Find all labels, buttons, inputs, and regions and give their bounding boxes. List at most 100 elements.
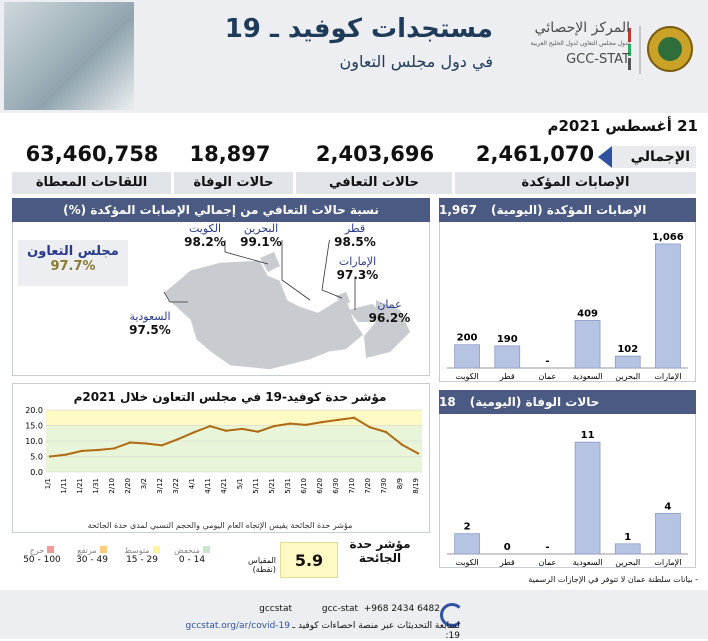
series-point: [96, 448, 100, 452]
severity-color-swatch: [152, 546, 160, 553]
report-date: 21 أغسطس 2021م: [547, 117, 698, 135]
severity-line-chart: 0.0 5.0 10.0 15.0 20.0 1/1 1/11 1/21 1/31 2/10 2/2…: [25, 406, 422, 494]
severity-level-1: مرتفع 30 - 49: [68, 546, 116, 565]
category-label: قطر: [499, 558, 515, 567]
totals-label: الإجمالي: [612, 146, 696, 168]
country-recovery-value: 99.1%: [240, 235, 282, 249]
x-tick-label: 6/10: [300, 478, 308, 494]
x-tick-label: 6/30: [332, 478, 340, 494]
severity-level-0: حرج 50 - 100: [18, 546, 66, 565]
category-label: السعودية: [573, 372, 603, 381]
gcc-recovery-box: مجلس التعاون 97.7%: [18, 240, 128, 286]
footer-phone: +968 2434 6482: [363, 604, 440, 614]
daily-confirmed-header: الإصابات المؤكدة (اليومية) 1,967: [439, 198, 696, 222]
footer-text: لمتابعة التحديثات عبر منصة احصاءات كوفيد…: [292, 621, 460, 641]
severity-series-line: [49, 416, 419, 458]
x-tick-label: 5/31: [284, 478, 292, 494]
bar: [655, 243, 681, 369]
qatar-region-shape: [336, 292, 350, 306]
total-arrow-icon: [598, 146, 612, 168]
series-point: [288, 422, 292, 425]
severity-level-name: مرتفع: [77, 546, 97, 555]
bar-value-label: -: [545, 542, 549, 553]
bar-value-label: -: [545, 356, 549, 367]
country-recovery-value: 98.2%: [184, 235, 226, 249]
series-point: [192, 431, 196, 434]
x-tick-label: 4/1: [188, 478, 196, 489]
kuwait-leader-line: [224, 240, 269, 265]
country-name: البحرين: [243, 222, 279, 235]
bar-value-label: 190: [497, 334, 518, 345]
severity-level-3: منخفض 0 - 14: [168, 546, 216, 565]
x-tick-label: 7/30: [380, 478, 388, 494]
bar-value-label: 409: [577, 308, 598, 319]
severity-chart-title: مؤشر حدة كوفيد-19 في مجلس التعاون خلال 2…: [73, 390, 387, 404]
total-deaths-label: حالات الوفاة: [174, 172, 293, 194]
country-oman: عمان 96.2%: [362, 298, 417, 325]
header-virus-image: [4, 2, 134, 110]
category-label: البحرين: [615, 372, 640, 381]
severity-level-range: 50 - 100: [23, 555, 61, 565]
bar-value-label: 200: [457, 333, 478, 344]
country-recovery-value: 97.5%: [129, 323, 171, 337]
bar-value-label: 1: [624, 532, 631, 543]
y-tick-label: 10.0: [25, 437, 43, 446]
daily-deaths-header: حالات الوفاة (اليومية) 18: [439, 390, 696, 414]
severity-level-range: 0 - 14: [178, 555, 206, 565]
x-tick-label: 5/11: [252, 478, 260, 494]
x-tick-label: 4/21: [220, 478, 228, 494]
severity-color-swatch: [99, 546, 107, 553]
oman-data-note: - بيانات سلطنة عمان لا تتوفر في الإجازات…: [528, 575, 698, 584]
x-tick-label: 1/31: [92, 478, 100, 494]
bar: [614, 355, 641, 369]
severity-color-swatch: [47, 546, 55, 553]
x-tick-label: 2/10: [108, 478, 116, 494]
severity-level-range: 30 - 49: [76, 555, 108, 565]
total-deaths-value: 18,897: [189, 142, 271, 166]
gcc-emblem-icon: [628, 26, 693, 74]
gcc-stat-logo: [490, 14, 700, 84]
series-point: [368, 426, 372, 429]
gcc-recovery-value: 97.7%: [50, 259, 96, 274]
saudi-leader-line: [163, 291, 188, 303]
x-tick-label: 6/20: [316, 478, 324, 494]
footer-link[interactable]: gccstat.org/ar/covid-19: [185, 621, 290, 631]
daily-confirmed-title: الإصابات المؤكدة (اليومية): [490, 203, 647, 217]
series-point: [240, 427, 244, 431]
series-point: [208, 424, 212, 428]
series-point: [400, 443, 404, 446]
category-label: البحرين: [615, 558, 640, 567]
gcc-stat-footer-logo-icon: [440, 603, 464, 627]
footer-social-2: gccstat: [259, 604, 292, 614]
total-confirmed-label: الإصابات المؤكدة: [455, 172, 696, 194]
country-bahrain: البحرين 99.1%: [236, 222, 286, 249]
series-point: [384, 430, 388, 434]
country-name: قطر: [344, 222, 366, 235]
daily-deaths-chart: 2 الكويت 0 قطر - عمان 11 السعودية 1 البحرين 4 الإما…: [447, 430, 688, 568]
bar-value-label: 102: [617, 344, 638, 355]
category-label: الإمارات: [654, 372, 681, 382]
series-point: [112, 447, 116, 450]
footer-band: [0, 590, 708, 639]
total-recovered-value: 2,403,696: [315, 142, 435, 166]
moderate-zone-band: [46, 410, 422, 426]
total-confirmed-value: 2,461,070: [475, 142, 595, 166]
x-tick-label: 7/20: [364, 478, 372, 494]
category-label: الكويت: [455, 558, 478, 567]
daily-deaths-title: حالات الوفاة (اليومية): [469, 395, 600, 409]
bar-value-label: 4: [664, 501, 671, 512]
country-qatar: قطر 98.5%: [330, 222, 380, 249]
country-recovery-value: 96.2%: [368, 311, 411, 325]
org-name-ar: المركز الإحصائي: [534, 20, 630, 36]
bar: [454, 533, 480, 555]
series-point: [224, 429, 228, 432]
kuwait-region-shape: [260, 252, 280, 272]
series-point: [272, 424, 276, 428]
severity-level-2: متوسط 15 - 29: [118, 546, 166, 565]
country-uae: الإمارات 97.3%: [330, 255, 385, 282]
series-point: [416, 452, 420, 455]
severity-color-swatch: [202, 546, 210, 553]
gcc-map: [163, 240, 410, 371]
x-tick-label: 2/20: [124, 478, 132, 494]
oman-region-shape: [364, 300, 410, 358]
